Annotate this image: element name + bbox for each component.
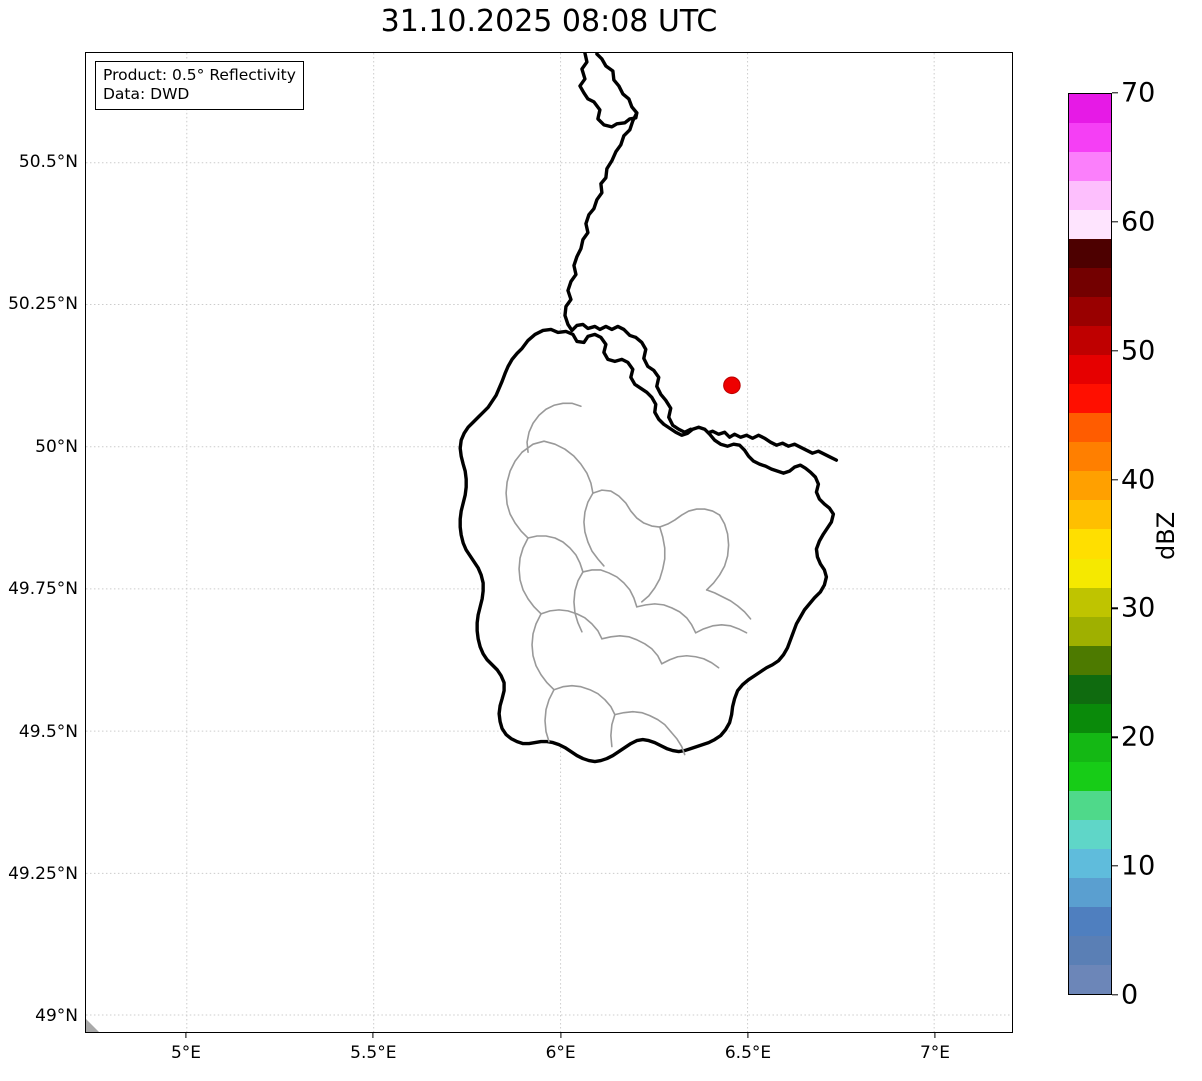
colorbar-band-17 (1069, 587, 1111, 617)
xtick-label-6: 6°E (545, 1043, 576, 1063)
map-plot-area[interactable]: Product: 0.5° Reflectivity Data: DWD (85, 52, 1013, 1033)
data-source-line: Data: DWD (103, 85, 190, 103)
colorbar[interactable]: 70 60 50 40 30 20 10 0 (1068, 80, 1155, 1009)
xtick-mark (747, 1033, 749, 1038)
country-borders (563, 53, 839, 462)
colorbar-band-5 (1069, 239, 1111, 269)
ytick-label-49-75: 49.75°N (8, 579, 78, 599)
colorbar-band-27 (1069, 877, 1111, 907)
colorbar-band-8 (1069, 326, 1111, 356)
colorbar-gradient (1068, 93, 1112, 995)
colorbar-band-22 (1069, 732, 1111, 762)
longitude-axis: 5°E 5.5°E 6°E 6.5°E 7°E (85, 1033, 1013, 1078)
colorbar-band-3 (1069, 181, 1111, 211)
cbar-label-40: 40 (1121, 464, 1156, 496)
cbar-label-0: 0 (1121, 979, 1139, 1011)
cbar-label-70: 70 (1121, 77, 1156, 109)
xtick-label-5: 5°E (170, 1043, 202, 1063)
colorbar-band-7 (1069, 297, 1111, 327)
colorbar-band-14 (1069, 500, 1111, 530)
colorbar-band-4 (1069, 210, 1111, 240)
colorbar-band-1 (1069, 123, 1111, 153)
colorbar-band-15 (1069, 529, 1111, 559)
ytick-label-49-25: 49.25°N (8, 864, 78, 884)
radar-station-marker[interactable] (723, 376, 741, 395)
map-canvas (86, 53, 1012, 1032)
colorbar-band-30 (1069, 964, 1111, 994)
colorbar-band-21 (1069, 703, 1111, 733)
ytick-label-49: 49°N (35, 1006, 78, 1026)
xtick-mark (185, 1033, 187, 1038)
colorbar-band-25 (1069, 819, 1111, 849)
colorbar-band-18 (1069, 616, 1111, 646)
colorbar-band-26 (1069, 848, 1111, 878)
colorbar-axis-label: dBZ (1152, 511, 1180, 560)
cbar-label-60: 60 (1121, 206, 1156, 238)
xtick-label-6-5: 6.5°E (724, 1043, 772, 1063)
colorbar-band-24 (1069, 790, 1111, 820)
cbar-tick-60 (1112, 221, 1118, 223)
xtick-mark (934, 1033, 936, 1038)
cbar-label-50: 50 (1121, 335, 1156, 367)
corner-artifact (86, 1019, 99, 1032)
cbar-label-20: 20 (1121, 721, 1156, 753)
colorbar-band-13 (1069, 471, 1111, 501)
colorbar-band-2 (1069, 152, 1111, 182)
colorbar-band-10 (1069, 384, 1111, 414)
ytick-label-50: 50°N (35, 436, 78, 457)
page-title: 31.10.2025 08:08 UTC (380, 4, 718, 39)
colorbar-band-28 (1069, 906, 1111, 936)
xtick-mark (560, 1033, 562, 1038)
cbar-tick-50 (1112, 349, 1118, 352)
cbar-label-30: 30 (1121, 592, 1156, 624)
colorbar-band-20 (1069, 674, 1111, 704)
colorbar-band-23 (1069, 761, 1111, 791)
product-line: Product: 0.5° Reflectivity (103, 66, 296, 84)
admin-boundaries (505, 402, 752, 756)
colorbar-band-6 (1069, 268, 1111, 298)
cbar-tick-20 (1112, 736, 1118, 738)
ytick-label-50-5: 50.5°N (18, 152, 78, 172)
cbar-tick-70 (1112, 92, 1118, 94)
colorbar-band-12 (1069, 442, 1111, 472)
colorbar-band-29 (1069, 935, 1111, 965)
colorbar-band-19 (1069, 645, 1111, 675)
colorbar-band-11 (1069, 413, 1111, 443)
latitude-axis: 50.5°N 50.25°N 50°N 49.75°N 49.5°N 49.25… (0, 52, 78, 1033)
xtick-mark (372, 1033, 374, 1038)
cbar-label-10: 10 (1121, 850, 1156, 882)
luxembourg-border (458, 327, 836, 764)
cbar-tick-40 (1112, 478, 1118, 481)
ytick-label-49-5: 49.5°N (18, 721, 78, 742)
cbar-tick-0 (1112, 994, 1118, 996)
cbar-tick-10 (1112, 865, 1118, 867)
colorbar-band-0 (1069, 94, 1111, 124)
xtick-label-7: 7°E (919, 1043, 951, 1063)
cbar-tick-30 (1112, 607, 1118, 610)
xtick-label-5-5: 5.5°E (350, 1043, 397, 1063)
ytick-label-50-25: 50.25°N (8, 294, 78, 314)
colorbar-band-9 (1069, 355, 1111, 385)
colorbar-band-16 (1069, 558, 1111, 588)
product-info-box: Product: 0.5° Reflectivity Data: DWD (95, 61, 304, 110)
